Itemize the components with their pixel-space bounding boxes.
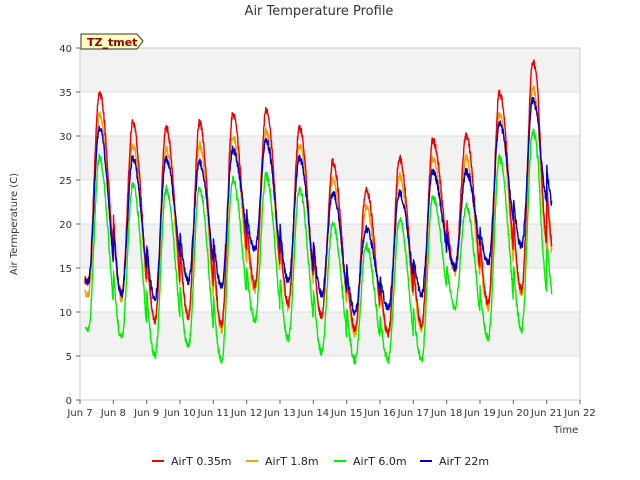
- y-axis: 0 5 10 15 20 25 30 35 40: [59, 44, 80, 407]
- x-tick-label: Jun 7: [66, 408, 92, 419]
- legend-label: AirT 1.8m: [265, 455, 319, 468]
- legend-label: AirT 6.0m: [353, 455, 407, 468]
- legend: AirT 0.35m AirT 1.8m AirT 6.0m AirT 22m: [152, 455, 489, 468]
- series-line-airt-6-0m: [84, 128, 553, 365]
- x-tick-label: Jun 19: [463, 408, 496, 419]
- series-layer: [84, 59, 553, 365]
- x-tick-label: Jun 21: [530, 408, 563, 419]
- y-axis-label: Air Termperature (C): [9, 173, 20, 275]
- x-tick-label: Jun 10: [163, 408, 196, 419]
- x-tick-label: Jun 14: [297, 408, 330, 419]
- tag-box: [80, 33, 144, 50]
- y-tick-label: 25: [59, 176, 72, 187]
- y-tick-label: 10: [59, 308, 72, 319]
- x-tick-label: Jun 13: [263, 408, 296, 419]
- x-tick-label: Jun 20: [497, 408, 530, 419]
- y-tick-label: 30: [59, 132, 72, 143]
- grid-band: [80, 268, 580, 312]
- x-axis-label: Time: [553, 425, 578, 436]
- x-tick-label: Jun 16: [363, 408, 396, 419]
- grid-band: [80, 48, 580, 92]
- y-tick-label: 40: [59, 44, 72, 55]
- x-tick-label: Jun 17: [397, 408, 430, 419]
- x-tick-label: Jun 12: [230, 408, 263, 419]
- legend-label: AirT 22m: [439, 455, 489, 468]
- x-tick-label: Jun 8: [100, 408, 126, 419]
- grid-band: [80, 312, 580, 356]
- y-tick-label: 35: [59, 88, 72, 99]
- y-tick-label: 0: [66, 396, 72, 407]
- grid-bands: [80, 48, 580, 401]
- tz-tmet-tag: TZ_tmet: [80, 33, 144, 50]
- legend-label: AirT 0.35m: [171, 455, 232, 468]
- chart-title: Air Temperature Profile: [245, 4, 394, 19]
- grid-band: [80, 356, 580, 400]
- x-tick-label: Jun 18: [430, 408, 463, 419]
- x-axis: Jun 7 Jun 8 Jun 9 Jun 10 Jun 11 Jun 12 Jun 13 J…: [66, 400, 596, 419]
- x-tick-label: Jun 22: [563, 408, 596, 419]
- x-tick-label: Jun 9: [133, 408, 159, 419]
- tag-label: TZ_tmet: [87, 36, 137, 49]
- y-tick-label: 5: [66, 352, 72, 363]
- y-tick-label: 15: [59, 264, 72, 275]
- series-line-airt-22m: [84, 96, 553, 316]
- y-tick-label: 20: [59, 220, 72, 231]
- x-tick-label: Jun 11: [197, 408, 230, 419]
- x-tick-label: Jun 15: [330, 408, 363, 419]
- series-line-airt-0-35m: [84, 59, 553, 338]
